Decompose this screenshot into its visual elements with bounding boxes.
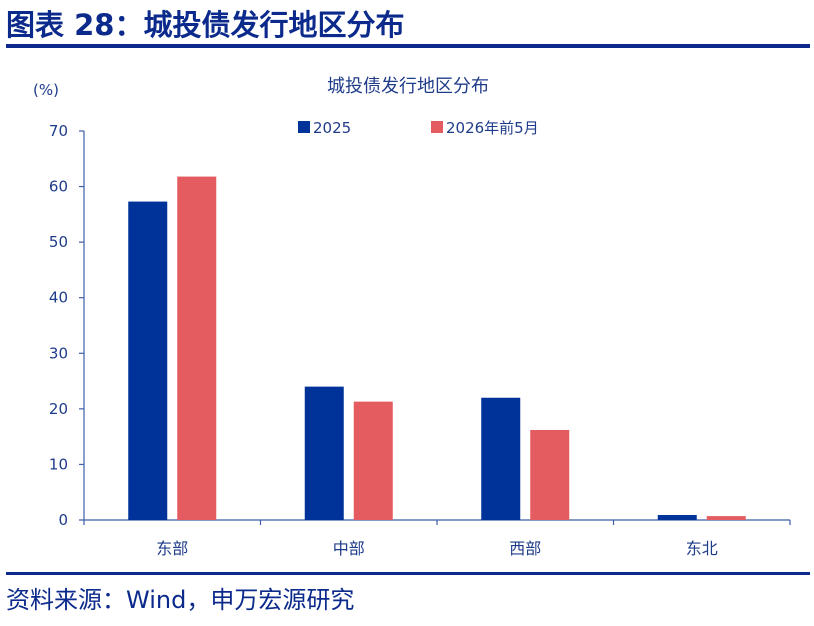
legend-label-2025: 2025: [313, 119, 351, 137]
y-tick-label: 0: [58, 511, 68, 529]
figure-title: 图表 28：城投债发行地区分布: [6, 8, 405, 42]
x-category-label: 东北: [686, 539, 718, 558]
bar-series-2025: [657, 514, 697, 520]
source-note: 资料来源：Wind，申万宏源研究: [6, 586, 355, 614]
legend: 2025 2026年前5月: [298, 119, 539, 137]
bar-series-2026: [353, 401, 393, 520]
bars: [128, 176, 746, 520]
x-category-label: 东部: [156, 539, 188, 558]
y-tick-label: 50: [49, 233, 68, 251]
y-tick-label: 10: [49, 455, 68, 473]
legend-swatch-2026: [431, 121, 443, 133]
source-rule: [6, 572, 810, 575]
y-tick-label: 20: [49, 400, 68, 418]
x-category-label: 西部: [509, 539, 541, 558]
bar-series-2026: [706, 516, 746, 520]
y-axis-unit: (%): [33, 81, 59, 99]
y-tick-label: 60: [49, 178, 68, 196]
title-rule: [6, 44, 810, 48]
y-tick-label: 70: [49, 122, 68, 140]
bar-series-2026: [177, 176, 217, 520]
legend-swatch-2025: [298, 121, 310, 133]
legend-label-2026: 2026年前5月: [446, 119, 539, 137]
bar-series-2025: [128, 201, 168, 520]
bar-chart: 城投债发行地区分布 (%) 2025 2026年前5月 0 10 20 30 40 50 6…: [33, 76, 791, 558]
bar-series-2026: [530, 429, 570, 520]
bar-series-2025: [304, 386, 344, 520]
y-tick-label: 40: [49, 289, 68, 307]
y-tick-label: 30: [49, 344, 68, 362]
x-category-label: 中部: [333, 539, 365, 558]
bar-series-2025: [481, 397, 521, 520]
chart-title: 城投债发行地区分布: [327, 76, 489, 97]
